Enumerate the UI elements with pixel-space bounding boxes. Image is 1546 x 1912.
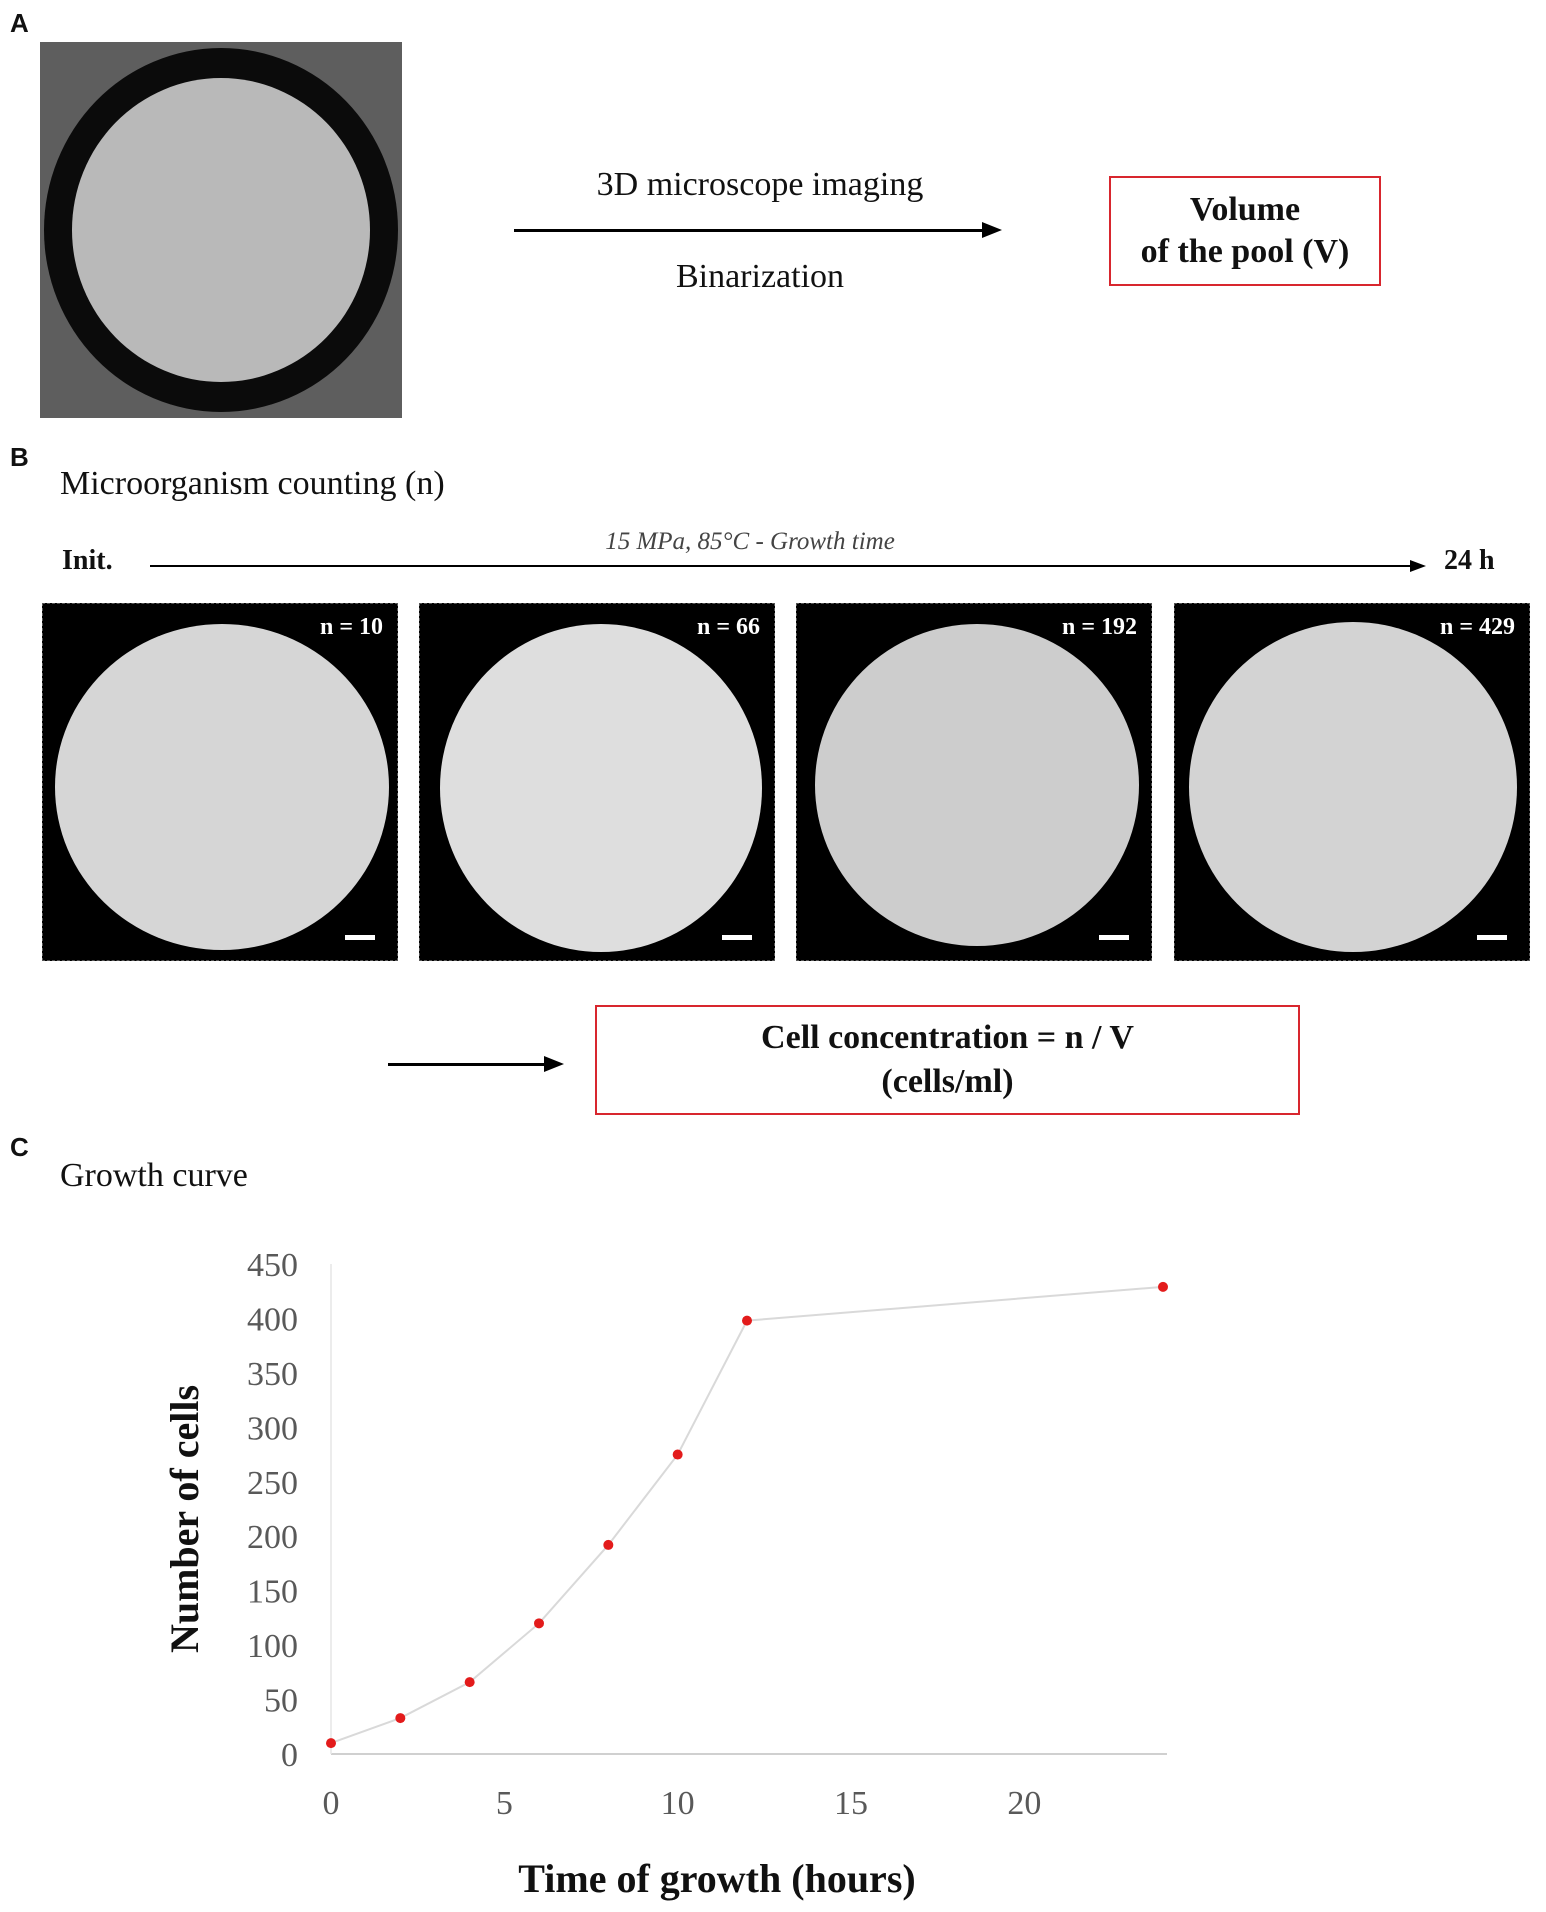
x-tick-label: 0 (323, 1785, 340, 1822)
data-point (1158, 1281, 1168, 1292)
data-point (534, 1618, 544, 1629)
y-tick-label: 0 (281, 1737, 298, 1774)
timeline-label: 15 MPa, 85°C - Growth time (605, 528, 895, 555)
y-tick-label: 450 (247, 1247, 298, 1284)
y-tick-label: 250 (247, 1465, 298, 1502)
micrograph-disc (55, 624, 389, 950)
volume-line-1: Volume (1189, 191, 1301, 228)
micrograph-3: n = 192 (796, 603, 1152, 961)
data-point (464, 1677, 475, 1688)
scale-bar (1099, 935, 1129, 940)
y-tick-label: 350 (247, 1356, 298, 1393)
pool-image (40, 42, 402, 418)
micrograph-disc (815, 624, 1139, 946)
micrograph-count: n = 429 (1439, 614, 1515, 640)
y-axis-title: Number of cells (162, 1385, 207, 1653)
x-tick-label: 5 (496, 1785, 513, 1822)
panel-c-letter: C (10, 1132, 29, 1162)
data-points (326, 1281, 1168, 1749)
data-point (742, 1315, 752, 1326)
micrograph-2: n = 66 (419, 603, 775, 961)
data-point (603, 1539, 614, 1550)
panel-b-heading: Microorganism counting (n) (60, 465, 445, 502)
x-axis-ticks: 0 5 10 15 20 (323, 1785, 1042, 1822)
panel-c-heading: Growth curve (60, 1157, 248, 1194)
x-axis-title: Time of growth (hours) (518, 1856, 915, 1901)
volume-line-2: of the pool (V) (1140, 233, 1350, 270)
arrow-top-label: 3D microscope imaging (596, 166, 924, 203)
data-point (395, 1713, 406, 1724)
scale-bar (345, 935, 375, 940)
y-axis-ticks: 0 50 100 150 200 250 300 350 400 450 (247, 1247, 298, 1774)
concentration-line-2: (cells/ml) (881, 1063, 1014, 1100)
x-tick-label: 20 (1007, 1785, 1041, 1822)
volume-result-box: Volume of the pool (V) (1109, 176, 1381, 286)
x-tick-label: 15 (834, 1785, 868, 1822)
pool-interior (72, 78, 370, 382)
timeline-end: 24 h (1444, 545, 1495, 576)
x-tick-label: 10 (661, 1785, 695, 1822)
micrograph-count: n = 10 (319, 614, 383, 640)
scale-bar (1477, 935, 1507, 940)
data-point (672, 1449, 683, 1460)
timeline-arrow (150, 565, 1412, 567)
timeline-arrowhead (1410, 560, 1426, 572)
y-tick-label: 300 (247, 1410, 298, 1447)
data-point (326, 1738, 336, 1749)
concentration-result-box: Cell concentration = n / V (cells/ml) (595, 1005, 1300, 1115)
panel-b-arrowhead (544, 1056, 564, 1072)
micrograph-disc (1189, 622, 1517, 952)
panel-a-arrowhead (982, 222, 1002, 238)
panel-b-letter: B (10, 442, 29, 472)
arrow-bottom-label: Binarization (675, 258, 845, 295)
panel-b-arrow (388, 1063, 548, 1066)
timeline-start: Init. (62, 545, 113, 576)
growth-chart: 0 50 100 150 200 250 300 350 400 450 0 5 10 15 20 Tim… (162, 1247, 1168, 1901)
panel-a-arrow (514, 229, 986, 232)
panel-a-letter: A (10, 8, 29, 38)
y-tick-label: 150 (247, 1574, 298, 1611)
concentration-line-1: Cell concentration = n / V (761, 1019, 1134, 1056)
scale-bar (722, 935, 752, 940)
micrograph-disc (440, 624, 762, 952)
micrograph-count: n = 192 (1061, 614, 1137, 640)
micrograph-4: n = 429 (1174, 603, 1530, 961)
y-tick-label: 100 (247, 1628, 298, 1665)
y-tick-label: 200 (247, 1519, 298, 1556)
micrograph-count: n = 66 (696, 614, 760, 640)
y-tick-label: 50 (264, 1683, 298, 1720)
y-tick-label: 400 (247, 1301, 298, 1338)
micrograph-1: n = 10 (42, 603, 398, 961)
growth-curve-line (330, 1285, 1164, 1745)
